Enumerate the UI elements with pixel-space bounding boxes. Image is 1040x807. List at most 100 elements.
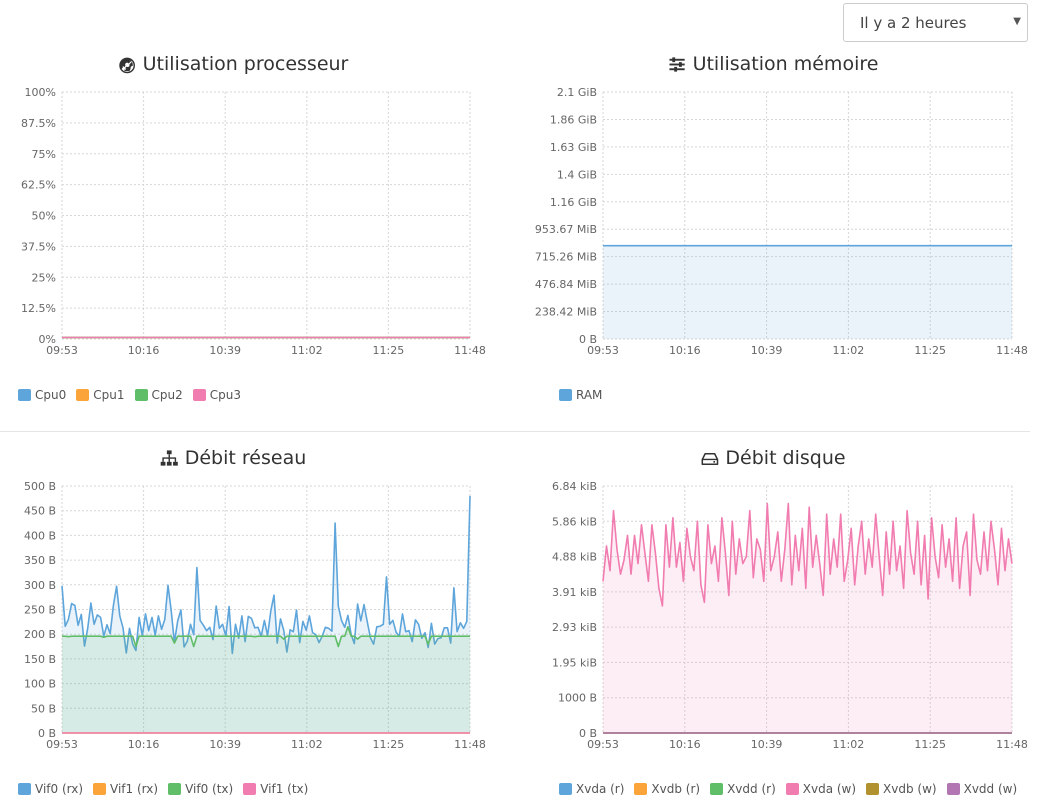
x-tick-label: 10:39 [209, 738, 241, 751]
legend-item[interactable]: Cpu3 [192, 388, 241, 402]
legend-label: Vif1 (tx) [260, 782, 309, 796]
legend-swatch [866, 783, 880, 795]
legend-item[interactable]: Vif0 (tx) [168, 782, 233, 796]
legend-item[interactable]: Xvdb (w) [866, 782, 937, 796]
legend-swatch [76, 389, 90, 401]
y-tick-label: 25% [32, 271, 56, 284]
y-tick-label: 476.84 MiB [535, 278, 597, 291]
x-tick-label: 11:25 [373, 738, 405, 751]
chart-title-text: Utilisation processeur [142, 53, 349, 75]
x-tick-label: 11:02 [291, 738, 323, 751]
y-tick-label: 37.5% [21, 240, 56, 253]
series-line [602, 502, 1013, 607]
y-tick-label: 0 B [579, 727, 597, 740]
legend-item[interactable]: Vif1 (tx) [243, 782, 308, 796]
section-divider [0, 431, 1030, 432]
x-tick-label: 11:02 [833, 344, 865, 357]
legend-swatch [634, 783, 648, 795]
y-tick-label: 1.4 GiB [557, 168, 597, 181]
y-tick-label: 238.42 MiB [535, 306, 597, 319]
y-tick-label: 300 B [24, 579, 56, 592]
x-tick-label: 10:39 [209, 344, 241, 357]
legend-label: Cpu2 [151, 388, 183, 402]
x-tick-label: 10:39 [751, 344, 783, 357]
y-tick-label: 50% [32, 210, 56, 223]
series-area [62, 626, 470, 733]
legend-item[interactable]: Vif1 (rx) [93, 782, 158, 796]
legend-swatch [710, 783, 724, 795]
legend-item[interactable]: Xvdd (w) [946, 782, 1018, 796]
legend-label: Cpu1 [93, 388, 125, 402]
chart-legend: Vif0 (rx) Vif1 (rx) Vif0 (tx) Vif1 (tx) [18, 782, 308, 796]
legend-label: Xvdb (r) [651, 782, 701, 796]
legend-item[interactable]: Xvdd (r) [710, 782, 776, 796]
x-tick-label: 10:16 [128, 344, 160, 357]
x-tick-label: 11:48 [996, 344, 1028, 357]
legend-swatch [18, 783, 31, 795]
series-line [62, 626, 470, 648]
legend-label: Xvdb (w) [883, 782, 937, 796]
x-tick-label: 10:16 [669, 344, 701, 357]
y-tick-label: 87.5% [21, 117, 56, 130]
y-tick-label: 715.26 MiB [535, 251, 597, 264]
legend-swatch [559, 783, 572, 795]
y-tick-label: 75% [32, 148, 56, 161]
x-tick-label: 11:48 [454, 738, 486, 751]
y-tick-label: 400 B [24, 529, 56, 542]
chevron-down-icon: ▼ [1013, 16, 1021, 27]
y-tick-label: 1.86 GiB [550, 113, 597, 126]
time-range-value: Il y a 2 heures [860, 14, 967, 32]
x-tick-label: 11:02 [833, 738, 865, 751]
chart-title: Débit disque [700, 447, 846, 469]
legend-label: Xvdd (w) [963, 782, 1018, 796]
sitemap-icon [160, 449, 178, 466]
legend-item[interactable]: RAM [559, 388, 602, 402]
legend-swatch [785, 783, 799, 795]
legend-label: Xvda (r) [576, 782, 625, 796]
legend-label: Vif1 (rx) [110, 782, 159, 796]
legend-item[interactable]: Vif0 (rx) [18, 782, 83, 796]
x-tick-label: 11:25 [914, 738, 946, 751]
y-tick-label: 6.84 kiB [552, 480, 597, 493]
x-tick-label: 09:53 [46, 344, 78, 357]
series-line [61, 495, 471, 655]
x-tick-label: 10:39 [751, 738, 783, 751]
legend-swatch [243, 783, 257, 795]
legend-item[interactable]: Xvdb (r) [634, 782, 700, 796]
y-tick-label: 350 B [24, 554, 56, 567]
time-range-select[interactable]: Il y a 2 heures ▼ [843, 3, 1028, 42]
legend-item[interactable]: Xvda (r) [559, 782, 624, 796]
y-tick-label: 1.63 GiB [550, 141, 597, 154]
y-tick-label: 0 B [38, 727, 56, 740]
legend-label: Xvda (w) [802, 782, 857, 796]
y-tick-label: 150 B [24, 653, 56, 666]
chart-legend: Xvda (r) Xvdb (r) Xvdd (r) Xvda (w) Xvdb (w)… [559, 782, 1017, 796]
y-tick-label: 1000 B [558, 692, 597, 705]
chart-title-text: Débit réseau [184, 447, 307, 469]
legend-label: Vif0 (rx) [35, 782, 84, 796]
chart-legend: Cpu0 Cpu1 Cpu2 Cpu3 [18, 388, 241, 402]
legend-item[interactable]: Cpu1 [76, 388, 125, 402]
y-tick-label: 100% [25, 86, 56, 99]
legend-swatch [192, 389, 206, 401]
y-tick-label: 3.91 kiB [552, 586, 597, 599]
y-tick-label: 100 B [24, 678, 56, 691]
x-tick-label: 09:53 [587, 344, 619, 357]
legend-item[interactable]: Xvda (w) [785, 782, 857, 796]
x-tick-label: 10:16 [669, 738, 701, 751]
legend-item[interactable]: Cpu2 [134, 388, 183, 402]
y-tick-label: 62.5% [21, 179, 56, 192]
legend-swatch [946, 783, 960, 795]
chart-title: Débit réseau [160, 447, 307, 469]
x-tick-label: 11:25 [373, 344, 405, 357]
legend-swatch [93, 783, 107, 795]
chart-title-text: Débit disque [725, 447, 846, 469]
chart-title-text: Utilisation mémoire [692, 53, 879, 75]
legend-item[interactable]: Cpu0 [18, 388, 66, 402]
series-area [603, 503, 1012, 733]
y-tick-label: 5.86 kiB [552, 515, 597, 528]
chart-title: Utilisation mémoire [668, 53, 879, 75]
